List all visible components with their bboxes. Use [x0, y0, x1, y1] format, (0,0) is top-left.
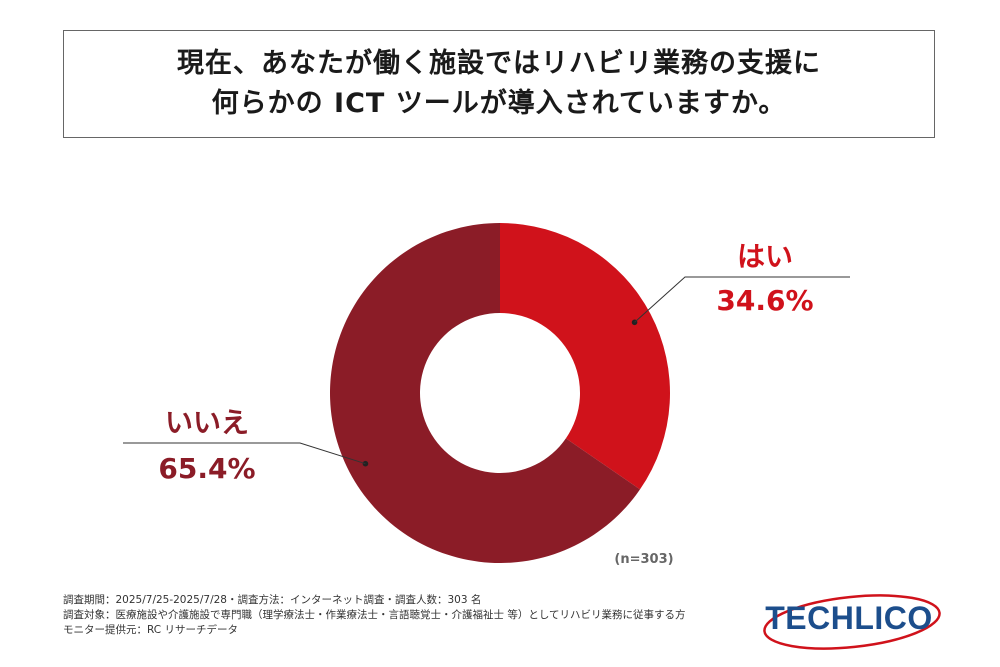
category-label-yes: はい	[737, 240, 793, 273]
value-label-no: 65.4%	[158, 452, 255, 485]
footnote-target: 調査対象：医療施設や介護施設で専門職（理学療法士・作業療法士・言語聴覚士・介護福…	[63, 609, 686, 621]
title-line-1: 現在、あなたが働く施設ではリハビリ業務の支援に	[177, 48, 821, 79]
title-box: 現在、あなたが働く施設ではリハビリ業務の支援に 何らかの ICT ツールが導入さ…	[63, 30, 935, 138]
logo-text: TECHLICO	[765, 600, 933, 636]
donut-chart: はい 34.6% いいえ 65.4% (n=303)	[123, 223, 850, 567]
footnote-provider: モニター提供元：RC リサーチデータ	[63, 624, 238, 636]
survey-footnote: 調査期間：2025/7/25-2025/7/28・調査方法：インターネット調査・…	[63, 593, 686, 638]
leader-dot-no	[362, 460, 369, 467]
title-line-2: 何らかの ICT ツールが導入されていますか。	[211, 88, 787, 119]
logo-ring	[763, 594, 941, 650]
footnote-period: 調査期間：2025/7/25-2025/7/28・調査方法：インターネット調査・…	[63, 594, 482, 606]
donut-slice-no	[330, 223, 641, 563]
techlico-logo: TECHLICO	[760, 592, 950, 650]
leader-line-no	[123, 442, 366, 465]
sample-size-label: (n=303)	[614, 552, 673, 567]
category-label-no: いいえ	[165, 406, 249, 439]
donut-slice-yes	[500, 223, 671, 490]
value-label-yes: 34.6%	[716, 284, 813, 317]
leader-line-yes	[634, 276, 850, 323]
